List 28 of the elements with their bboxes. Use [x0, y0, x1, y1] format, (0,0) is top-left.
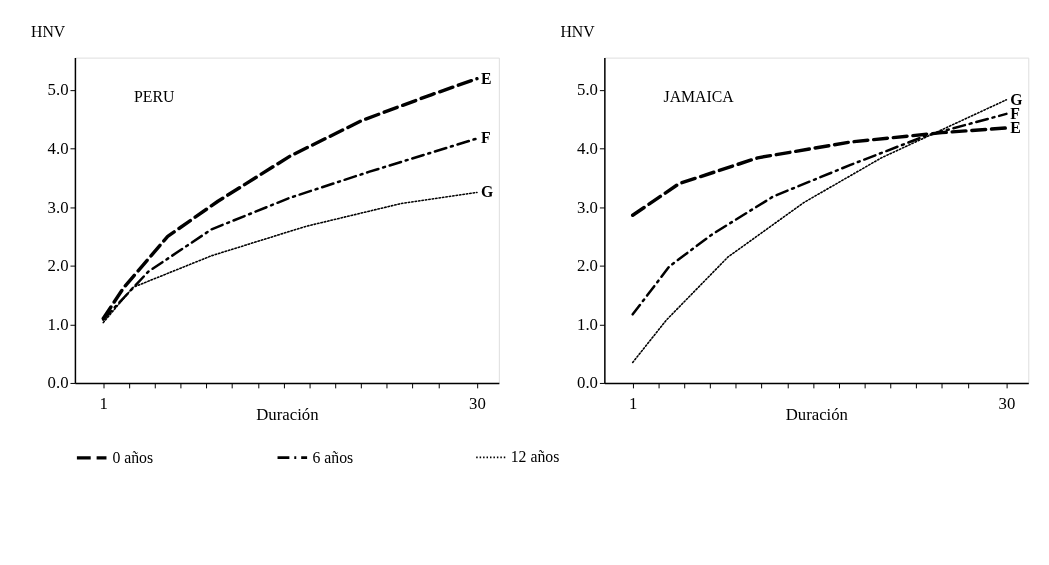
legend-label: 0 años	[112, 448, 154, 466]
annotation: F	[480, 129, 491, 147]
y-tick-label: 3.0	[47, 197, 69, 217]
y-tick-label: 4.0	[47, 138, 69, 158]
x-tick-label: 1	[629, 394, 638, 414]
y-tick-label: 4.0	[577, 138, 598, 158]
x-tick-label: 30	[998, 394, 1016, 414]
legend-label: 12 años	[510, 448, 560, 466]
x-tick-label: 30	[469, 394, 486, 414]
y-tick-label: 3.0	[577, 197, 598, 217]
y-axis-title: HNV	[31, 23, 66, 41]
y-tick-label: 1.0	[47, 314, 69, 334]
y-tick-label: 0.0	[577, 373, 598, 393]
annotation: E	[480, 69, 492, 87]
y-tick-label: 2.0	[47, 256, 69, 276]
y-axis-title: HNV	[560, 23, 596, 41]
x-axis-title: Duración	[785, 404, 849, 424]
y-tick-label: 1.0	[577, 314, 598, 334]
text: PERU	[134, 87, 175, 105]
text: JAMAICA	[663, 87, 735, 105]
y-tick-label: 5.0	[47, 80, 69, 100]
y-tick-label: 2.0	[577, 256, 598, 276]
y-tick-label: 5.0	[577, 80, 598, 100]
legend-label: 6 años	[312, 448, 354, 466]
x-axis-title: Duración	[256, 404, 320, 424]
annotation: G	[480, 183, 494, 201]
x-tick-label: 1	[99, 394, 108, 414]
y-tick-label: 0.0	[47, 373, 69, 393]
